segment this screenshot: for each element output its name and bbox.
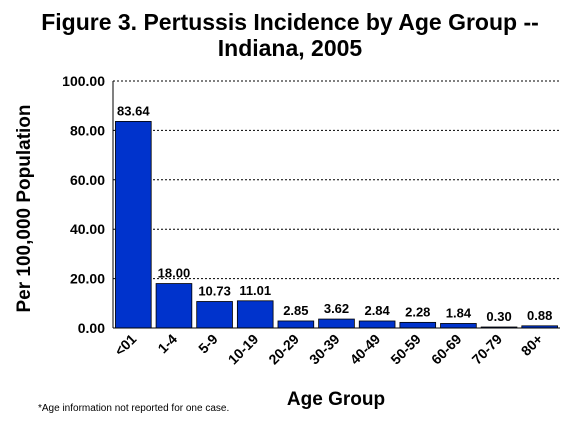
bar (155, 283, 193, 329)
data-label: 11.01 (239, 283, 271, 298)
y-tick-labels: 0.00 20.00 40.00 60.00 80.00 100.00 (62, 73, 105, 336)
data-label: 2.28 (405, 304, 430, 319)
x-tick-label: 80+ (518, 331, 546, 359)
y-tick-label: 20.00 (70, 271, 105, 287)
bar (196, 301, 233, 329)
y-tick-label: 0.00 (78, 320, 105, 336)
x-tick-labels: <01 1-4 5-9 10-19 20-29 30-39 40-49 50-59 60-69 7… (111, 331, 545, 368)
x-tick-label: 40-49 (347, 331, 384, 368)
y-tick-label: 100.00 (62, 73, 105, 89)
data-label: 3.62 (324, 301, 349, 316)
data-labels: 83.64 18.00 10.73 11.01 2.85 3.62 2.84 2.28 1.84… (117, 103, 552, 324)
chart-title-line-2: Indiana, 2005 (218, 35, 363, 61)
x-tick-label: 1-4 (154, 331, 180, 357)
footnote: *Age information not reported for one ca… (38, 403, 229, 414)
x-tick-label: 20-29 (265, 331, 302, 368)
x-tick-label: 70-79 (469, 331, 506, 368)
bar (115, 121, 152, 329)
bar (277, 320, 315, 329)
y-tick-label: 40.00 (70, 221, 105, 237)
y-tick-label: 80.00 (70, 122, 105, 138)
x-tick-label: 50-59 (387, 331, 424, 368)
data-label: 0.88 (527, 308, 552, 323)
x-tick-label: 60-69 (428, 331, 465, 368)
bar (399, 321, 437, 329)
y-axis-label: Per 100,000 Population (14, 104, 35, 312)
data-label: 18.00 (158, 266, 191, 281)
chart-title-line-1: Figure 3. Pertussis Incidence by Age Gro… (41, 9, 539, 35)
x-axis-label: Age Group (287, 389, 385, 410)
x-tick-label: <01 (111, 331, 139, 359)
bar (318, 318, 355, 329)
bar (358, 320, 396, 329)
x-tick-label: 30-39 (306, 331, 343, 368)
data-label: 1.84 (446, 305, 472, 320)
y-tick-label: 60.00 (70, 172, 105, 188)
gridlines (113, 80, 560, 280)
x-tick-label: 5-9 (195, 331, 221, 357)
data-label: 83.64 (117, 103, 150, 118)
data-label: 10.73 (198, 283, 231, 298)
bar (236, 300, 274, 329)
x-tick-label: 10-19 (225, 331, 262, 368)
bars (115, 121, 558, 329)
data-label: 2.85 (283, 303, 308, 318)
bar (440, 323, 477, 329)
data-label: 2.84 (364, 303, 390, 318)
data-label: 0.30 (486, 309, 511, 324)
